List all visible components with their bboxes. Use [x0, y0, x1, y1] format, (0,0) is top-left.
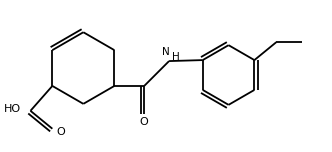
Text: O: O	[56, 127, 65, 137]
Text: N: N	[162, 47, 170, 57]
Text: O: O	[140, 117, 149, 127]
Text: H: H	[172, 52, 180, 62]
Text: HO: HO	[3, 104, 21, 114]
